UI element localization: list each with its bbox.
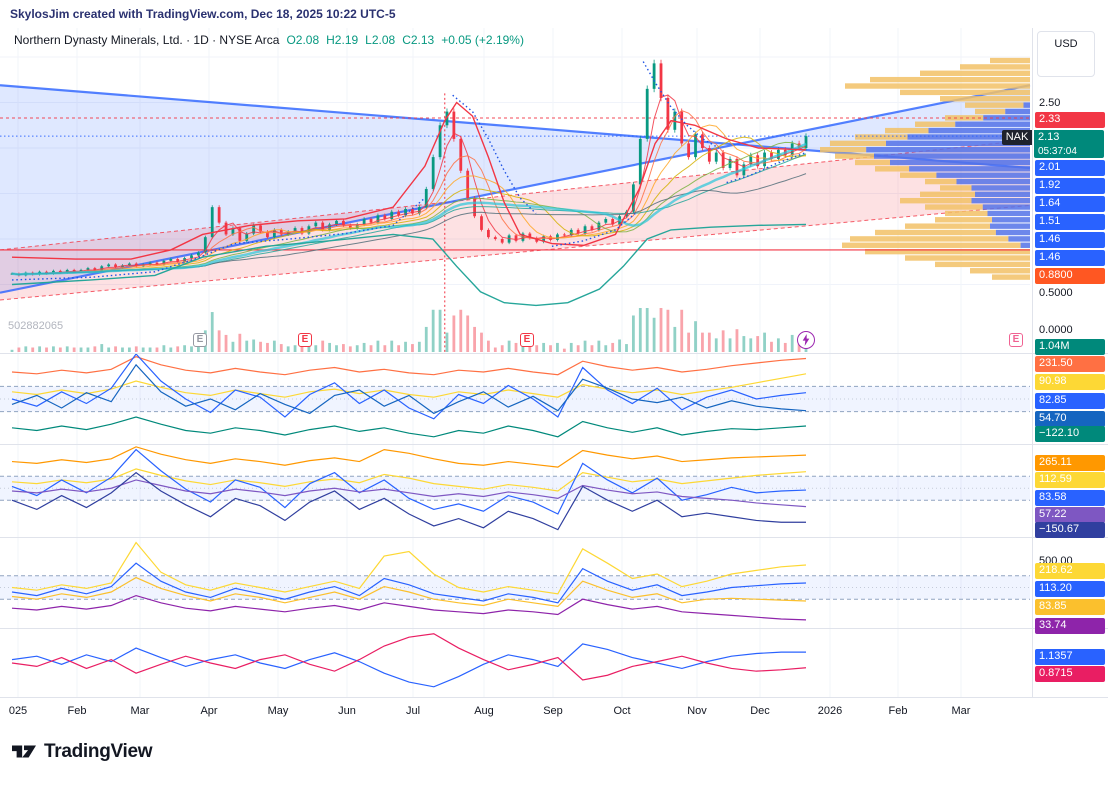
price-scale-label: 2.50 — [1039, 96, 1061, 109]
symbol-ticker-label: NAK — [1002, 129, 1032, 145]
earnings-marker[interactable]: E — [298, 333, 312, 347]
time-axis-label: Jun — [338, 705, 356, 717]
time-axis-label: Feb — [67, 705, 87, 717]
lightning-marker[interactable] — [797, 331, 815, 349]
indicator-value-label: 83.85 — [1035, 599, 1105, 616]
price-scale-label: 1.04M — [1035, 339, 1105, 355]
time-axis-label: Nov — [687, 705, 707, 717]
symbol-legend[interactable]: Northern Dynasty Minerals, Ltd. · 1D · N… — [14, 33, 524, 47]
time-axis-label: Feb — [888, 705, 908, 717]
last-price-label: 2.13 — [1034, 129, 1104, 145]
time-axis-label: Aug — [474, 705, 494, 717]
currency-label: USD — [1054, 38, 1078, 50]
pane3-scale-labels: 500.00 218.62 113.20 83.85 33.74 — [0, 538, 1108, 635]
indicator-value-label: 265.11 — [1035, 455, 1105, 472]
bar-countdown-label: 05:37:04 — [1034, 144, 1104, 158]
legend-title: Northern Dynasty Minerals, Ltd. · 1D · N… — [14, 33, 280, 47]
oscillator-pane-3[interactable] — [0, 538, 1108, 628]
currency-selector[interactable]: USD — [1037, 31, 1095, 77]
price-scale-label: 1.64 — [1035, 195, 1105, 212]
time-axis-label: 2026 — [817, 705, 843, 717]
indicator-value-label: 218.62 — [1035, 563, 1105, 580]
price-scale-label: 2.33 — [1035, 111, 1105, 128]
time-axis-label: Apr — [200, 705, 218, 717]
pane-separator[interactable] — [0, 353, 1108, 354]
earnings-marker[interactable]: E — [1009, 333, 1023, 347]
indicator-value-label: 54.70 — [1035, 410, 1105, 427]
pane2-scale-labels: 265.11 112.59 83.58 57.22 −150.67 — [0, 445, 1108, 539]
footer-brand[interactable]: TradingView — [10, 740, 153, 764]
price-scale-separator — [1032, 28, 1033, 697]
price-scale-label: 1.46 — [1035, 249, 1105, 266]
contract-id-text: 502882065 — [8, 320, 64, 332]
oscillator-pane-2[interactable] — [0, 445, 1108, 537]
time-axis-label: Jul — [405, 705, 421, 717]
indicator-value-label: 57.22 — [1035, 506, 1105, 523]
time-axis-label: Oct — [613, 705, 631, 717]
time-axis-label: 025 — [8, 705, 28, 717]
pane1-scale-labels: 231.50 90.98 82.85 54.70 −122.10 — [0, 354, 1108, 444]
indicator-value-label: 82.85 — [1035, 392, 1105, 409]
indicator-value-label: 83.58 — [1035, 490, 1105, 507]
earnings-marker[interactable]: E — [520, 333, 534, 347]
indicator-value-label: 113.20 — [1035, 581, 1105, 598]
indicator-value-label: 90.98 — [1035, 373, 1105, 390]
time-axis-label: Mar — [130, 705, 150, 717]
price-scale-label: 2.01 — [1035, 159, 1105, 176]
legend-change: +0.05 (+2.19%) — [441, 33, 524, 47]
indicator-value-label: −122.10 — [1035, 426, 1105, 442]
main-price-pane[interactable] — [0, 28, 1108, 353]
attribution-text: SkylosJim created with TradingView.com, … — [10, 7, 396, 21]
indicator-value-label: 1.1357 — [1035, 649, 1105, 666]
price-scale-label: 0.8800 — [1035, 267, 1105, 284]
indicator-value-label: 33.74 — [1035, 618, 1105, 635]
price-scale-label: 0.0000 — [1039, 324, 1073, 336]
time-axis[interactable]: 025 Feb Mar Apr May Jun Jul Aug Sep Oct Nov Dec 2026… — [0, 697, 1108, 728]
price-scale-label: 1.51 — [1035, 213, 1105, 230]
indicator-value-label: 112.59 — [1035, 471, 1105, 488]
indicator-value-label: 231.50 — [1035, 355, 1105, 372]
earnings-marker[interactable]: E — [193, 333, 207, 347]
pane4-scale-labels: 1.1357 0.8715 — [0, 629, 1108, 697]
pane-separator[interactable] — [0, 444, 1108, 445]
indicator-value-label: −150.67 — [1035, 522, 1105, 539]
price-scale-label: 0.5000 — [1039, 286, 1073, 299]
oscillator-pane-4[interactable] — [0, 629, 1108, 697]
time-axis-label: Sep — [543, 705, 563, 717]
price-scale-label: 1.92 — [1035, 177, 1105, 194]
pane-separator[interactable] — [0, 628, 1108, 629]
brand-wordmark: TradingView — [44, 741, 153, 762]
price-scale-label: 1.46 — [1035, 231, 1105, 248]
legend-close: C2.13 — [402, 33, 435, 47]
pane-separator[interactable] — [0, 537, 1108, 538]
time-axis-label: Mar — [951, 705, 971, 717]
legend-open: O2.08 — [286, 33, 320, 47]
legend-high: H2.19 — [326, 33, 359, 47]
tradingview-logo-icon — [12, 745, 36, 758]
lightning-bolt-icon — [802, 334, 810, 346]
legend-low: L2.08 — [365, 33, 396, 47]
time-axis-label: May — [267, 705, 289, 717]
time-axis-label: Dec — [750, 705, 770, 717]
main-scale-labels: 2.50 2.33 NAK 2.13 05:37:04 2.01 1.92 1.64 1.51 1… — [0, 28, 1108, 355]
indicator-value-label: 0.8715 — [1035, 666, 1105, 683]
oscillator-pane-1[interactable] — [0, 354, 1108, 444]
